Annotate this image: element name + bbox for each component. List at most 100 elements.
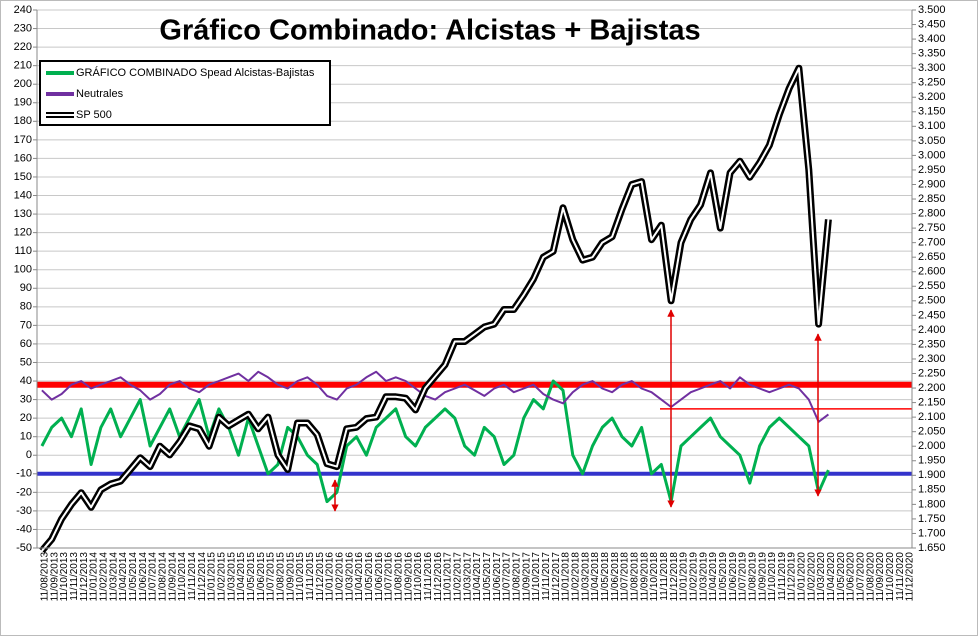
x-tick-label: 11/06/2015 — [256, 552, 267, 602]
series-line — [41, 370, 830, 423]
x-tick-label: 11/11/2018 — [659, 552, 670, 601]
x-tick-label: 11/07/2019 — [738, 552, 749, 602]
x-tick-label: 11/08/2020 — [865, 552, 876, 602]
y2-tick-label: 2.000 — [918, 440, 946, 452]
x-tick-label: 11/10/2016 — [413, 552, 424, 602]
y-tick-label: 30 — [20, 393, 32, 405]
x-tick-label: 11/03/2014 — [108, 552, 119, 602]
y2-tick-label: 2.150 — [918, 397, 946, 409]
y2-tick-label: 2.750 — [918, 222, 946, 234]
y2-tick-label: 3.500 — [918, 4, 946, 16]
x-tick-label: 11/02/2017 — [452, 552, 463, 602]
y2-tick-label: 2.900 — [918, 178, 946, 190]
y-tick-label: -20 — [16, 486, 32, 498]
y2-tick-label: 2.850 — [918, 193, 946, 205]
y2-tick-label: 1.950 — [918, 455, 946, 467]
x-tick-label: 11/02/2019 — [688, 552, 699, 602]
x-tick-label: 11/04/2014 — [118, 552, 129, 602]
x-tick-label: 11/10/2014 — [177, 552, 188, 602]
y-tick-label: 200 — [14, 78, 32, 90]
x-tick-label: 11/09/2020 — [875, 552, 886, 602]
y-tick-label: 80 — [20, 301, 32, 313]
y-tick-label: 40 — [20, 375, 32, 387]
sp500-line-inner — [41, 67, 830, 552]
x-tick-label: 11/10/2015 — [295, 552, 306, 602]
y-tick-label: 180 — [14, 115, 32, 127]
y-tick-label: 220 — [14, 41, 32, 53]
series-line — [40, 379, 830, 504]
x-tick-label: 11/08/2016 — [393, 552, 404, 602]
x-tick-label: 11/07/2020 — [856, 552, 867, 602]
x-tick-label: 11/11/2015 — [305, 552, 316, 601]
y2-tick-label: 2.050 — [918, 426, 946, 438]
x-tick-label: 11/04/2016 — [354, 552, 365, 602]
y2-tick-label: 2.700 — [918, 237, 946, 249]
y2-tick-label: 2.600 — [918, 266, 946, 278]
reference-lines — [37, 381, 912, 476]
x-tick-label: 11/07/2015 — [266, 552, 277, 602]
x-tick-label: 11/05/2018 — [600, 552, 611, 602]
y2-tick-label: 3.050 — [918, 135, 946, 147]
axes: -50 -40 -30 -20 -10 0 10 20 30 40 50 60 70 80 90 100 110… — [14, 4, 946, 601]
x-tick-label: 11/03/2018 — [580, 552, 591, 602]
x-tick-label: 11/11/2013 — [69, 552, 80, 601]
x-tick-label: 11/01/2014 — [89, 552, 100, 602]
y2-tick-label: 2.300 — [918, 353, 946, 365]
y-tick-label: 190 — [14, 97, 32, 109]
y2-tick-label: 1.700 — [918, 527, 946, 539]
y-tick-label: -30 — [16, 505, 32, 517]
x-tick-label: 11/04/2017 — [472, 552, 483, 602]
legend-label: Neutrales — [76, 88, 124, 100]
x-tick-label: 11/12/2017 — [551, 552, 562, 602]
y-tick-label: 170 — [14, 134, 32, 146]
y2-tick-label: 3.150 — [918, 106, 946, 118]
x-tick-label: 11/07/2016 — [384, 552, 395, 602]
legend-label: SP 500 — [76, 109, 112, 121]
x-tick-label: 11/05/2020 — [836, 552, 847, 602]
x-tick-label: 11/11/2020 — [895, 552, 906, 601]
x-tick-label: 11/09/2013 — [49, 552, 60, 602]
x-tick-label: 11/10/2019 — [767, 552, 778, 602]
x-tick-label: 11/01/2020 — [797, 552, 808, 602]
x-tick-label: 11/09/2019 — [757, 552, 768, 602]
x-tick-label: 11/02/2018 — [570, 552, 581, 602]
x-tick-label: 11/07/2018 — [620, 552, 631, 602]
x-tick-label: 11/09/2018 — [639, 552, 650, 602]
x-tick-label: 11/02/2014 — [99, 552, 110, 602]
legend-label: GRÁFICO COMBINADO Spead Alcistas-Bajista… — [76, 66, 315, 79]
y2-tick-label: 1.800 — [918, 498, 946, 510]
x-tick-label: 11/10/2013 — [59, 552, 70, 602]
y-tick-label: 90 — [20, 282, 32, 294]
arrows — [331, 309, 822, 512]
y-tick-label: 140 — [14, 189, 32, 201]
chart-title: Gráfico Combinado: Alcistas + Bajistas — [159, 15, 700, 47]
y-tick-label: 10 — [20, 431, 32, 443]
x-tick-label: 11/10/2020 — [885, 552, 896, 602]
x-tick-label: 11/01/2016 — [325, 552, 336, 602]
y2-tick-label: 1.900 — [918, 469, 946, 481]
y2-tick-label: 2.800 — [918, 207, 946, 219]
x-tick-label: 11/08/2014 — [158, 552, 169, 602]
x-tick-label: 11/05/2017 — [482, 552, 493, 602]
x-tick-label: 11/01/2017 — [443, 552, 454, 602]
x-tick-label: 11/12/2018 — [669, 552, 680, 602]
x-tick-label: 11/09/2014 — [167, 552, 178, 602]
y-tick-label: 150 — [14, 171, 32, 183]
x-tick-label: 11/06/2017 — [492, 552, 503, 602]
y-tick-label: -40 — [16, 523, 32, 535]
x-tick-label: 11/01/2019 — [679, 552, 690, 602]
x-tick-label: 11/12/2015 — [315, 552, 326, 602]
y2-tick-label: 2.550 — [918, 280, 946, 292]
x-tick-label: 11/09/2015 — [285, 552, 296, 602]
x-tick-label: 11/03/2020 — [816, 552, 827, 602]
y2-tick-label: 2.250 — [918, 367, 946, 379]
x-tick-label: 11/12/2013 — [79, 552, 90, 602]
x-tick-label: 11/01/2018 — [561, 552, 572, 602]
y-tick-label: 0 — [26, 449, 32, 461]
y-tick-label: 100 — [14, 264, 32, 276]
x-tick-label: 11/05/2015 — [246, 552, 257, 602]
y2-tick-label: 2.450 — [918, 309, 946, 321]
x-tick-label: 11/02/2015 — [217, 552, 228, 602]
x-tick-label: 11/12/2014 — [197, 552, 208, 602]
